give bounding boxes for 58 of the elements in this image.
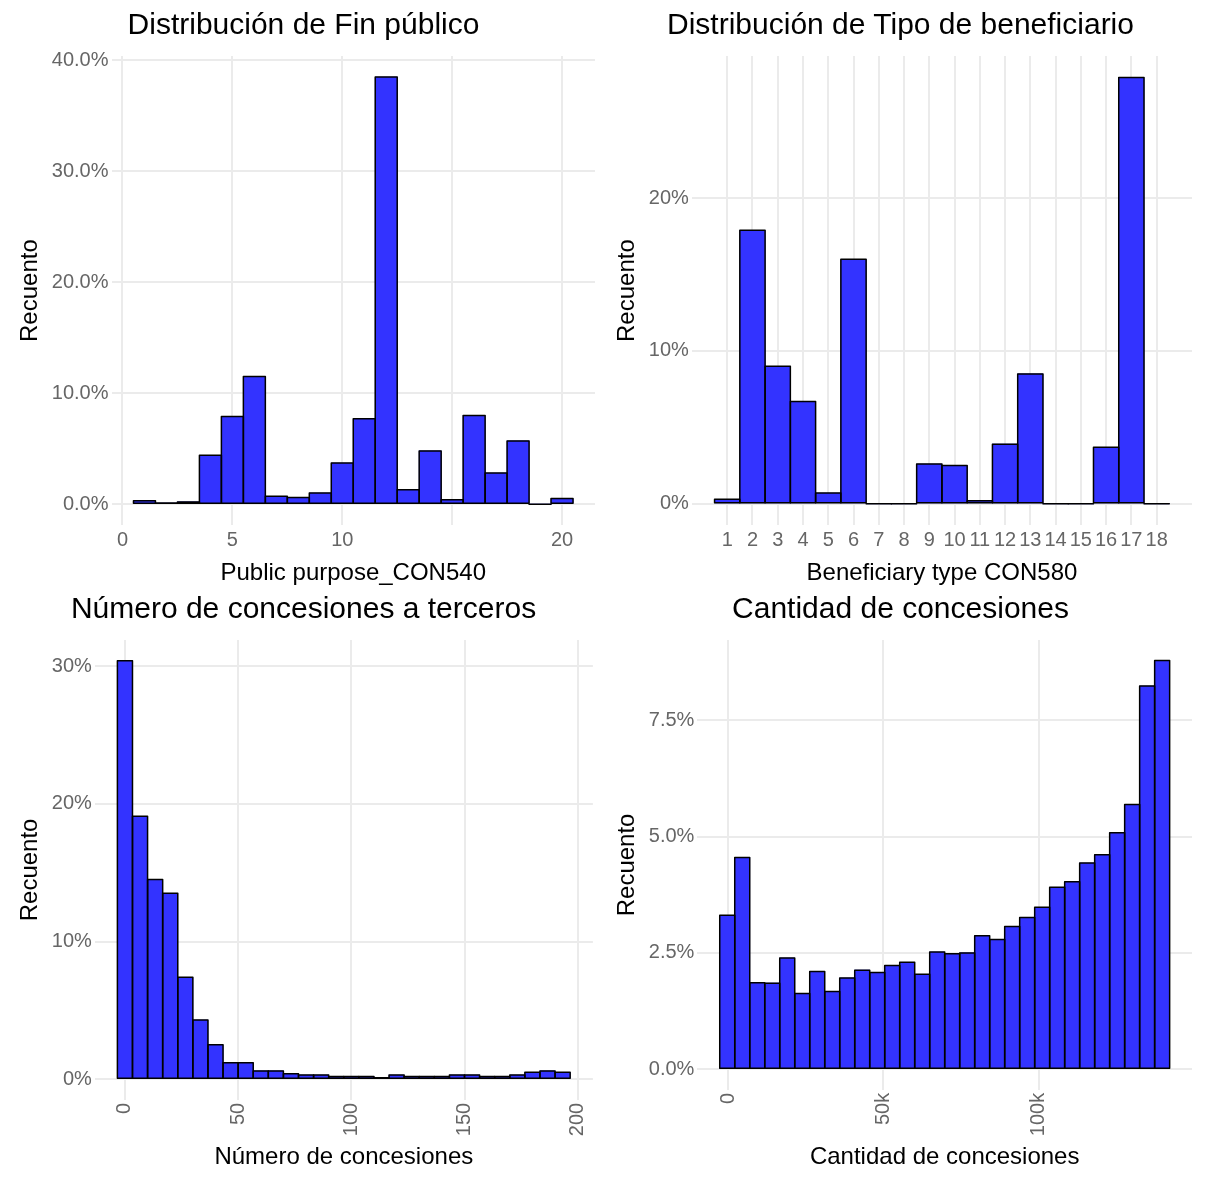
y-tick-label: 7.5% [648,707,695,730]
y-tick-label: 10% [648,338,690,361]
x-tick-label: 17 [1120,527,1143,550]
chart-title: Número de concesiones a terceros [70,591,537,625]
x-tick-label: 50k [870,1091,893,1126]
x-tick-label: 10 [331,527,354,550]
x-axis-title: Número de concesiones [214,1142,474,1170]
y-axis-title: Recuento [15,818,43,922]
x-tick-label: 12 [993,527,1017,550]
y-tick-label: 0.0% [648,1056,695,1079]
x-tick-label: 1 [721,527,733,550]
y-tick-label: 40.0% [51,47,109,70]
x-tick-label: 14 [1044,527,1067,550]
chart-title: Cantidad de concesiones [732,591,1069,625]
y-axis-title: Recuento [612,239,640,342]
x-tick-label: 200 [565,1102,588,1137]
x-tick-label: 15 [1069,527,1092,550]
x-axis-title: Cantidad de concesiones [809,1142,1080,1170]
x-tick-label: 4 [797,527,809,550]
chart-title: Distribución de Tipo de beneficiario [667,7,1134,41]
x-tick-label: 0 [715,1092,738,1104]
x-tick-label: 13 [1019,527,1042,550]
y-axis-title: Recuento [15,239,43,342]
y-tick-label: 20% [51,791,93,814]
y-tick-label: 0% [62,1066,93,1089]
x-tick-label: 5 [822,527,834,550]
y-tick-label: 30% [51,653,93,676]
y-tick-label: 0% [659,491,690,514]
x-tick-label: 50 [225,1102,248,1126]
x-tick-label: 18 [1145,527,1168,550]
x-tick-label: 6 [847,527,860,550]
y-tick-label: 0.0% [62,491,109,514]
x-tick-label: 8 [898,527,910,550]
chart-title: Distribución de Fin público [127,7,480,41]
x-tick-label: 10 [943,527,966,550]
x-tick-label: 2 [746,527,759,550]
x-tick-label: 20 [550,527,574,550]
x-tick-label: 9 [923,527,935,550]
x-tick-label: 7 [873,527,885,550]
x-tick-label: 0 [112,1102,135,1114]
x-tick-label: 100 [338,1102,361,1137]
y-tick-label: 5.0% [648,824,695,847]
y-tick-label: 10.0% [51,380,109,403]
y-tick-label: 20.0% [51,269,109,292]
x-tick-label: 16 [1094,527,1118,550]
x-axis-title: Beneficiary type CON580 [806,558,1078,586]
x-axis-title: Public purpose_CON540 [220,558,486,586]
x-tick-label: 150 [452,1102,475,1137]
y-axis-title: Recuento [612,813,640,917]
x-tick-label: 3 [772,527,784,550]
y-tick-label: 2.5% [648,940,695,963]
x-tick-label: 11 [969,527,991,550]
x-tick-label: 5 [226,527,238,550]
y-tick-label: 10% [51,929,93,952]
y-tick-label: 30.0% [51,158,109,181]
y-tick-label: 20% [648,185,690,208]
x-tick-label: 100k [1026,1091,1049,1137]
x-tick-label: 0 [116,527,129,550]
